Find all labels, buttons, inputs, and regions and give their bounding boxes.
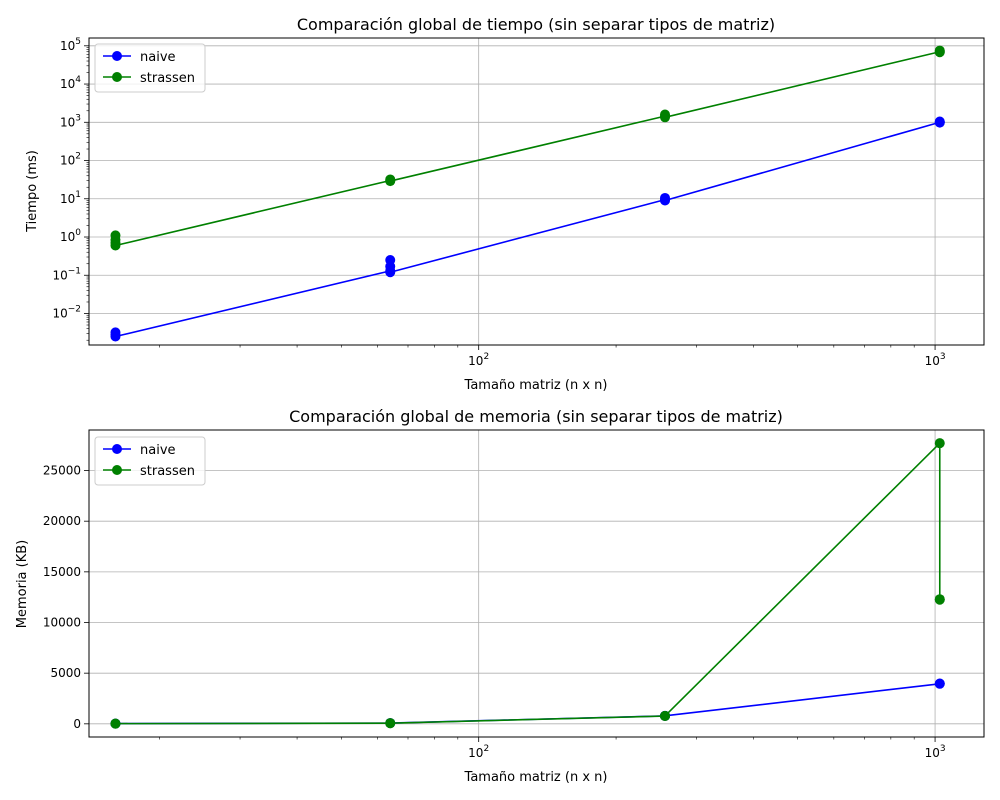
y-tick-label: 100 [60, 228, 81, 244]
data-point-strassen [660, 710, 671, 721]
data-point-strassen [934, 438, 945, 449]
data-point-naive [660, 195, 671, 206]
data-point-strassen [660, 112, 671, 123]
legend-marker-strassen [112, 465, 122, 475]
memory-chart-x-axis-label: Tamaño matriz (n x n) [464, 770, 608, 785]
memory-chart-legend: naive strassen [94, 436, 206, 486]
time-chart-title: Comparación global de tiempo (sin separa… [297, 15, 775, 34]
memory-chart-plot-area [88, 429, 985, 738]
data-point-strassen [110, 230, 121, 241]
y-tick-label: 20000 [43, 514, 81, 528]
data-point-strassen [385, 176, 396, 187]
time-chart-series [110, 45, 945, 342]
y-tick-label: 5000 [50, 666, 81, 680]
y-tick-label: 10−1 [52, 266, 81, 282]
legend-marker-strassen [112, 72, 122, 82]
legend-marker-naive [112, 444, 122, 454]
memory-chart-title: Comparación global de memoria (sin separ… [289, 407, 783, 426]
time-chart-x-axis-label: Tamaño matriz (n x n) [464, 378, 608, 393]
y-tick-label: 101 [60, 190, 81, 206]
time-chart: Comparación global de tiempo (sin separa… [25, 15, 985, 393]
data-point-naive [934, 678, 945, 689]
x-tick-label: 103 [925, 744, 946, 760]
y-tick-label: 10−2 [52, 304, 81, 320]
legend-label-strassen: strassen [140, 71, 195, 86]
memory-chart-ticks: 102 103 0 5000 10000 15000 20000 25000 [43, 464, 946, 760]
time-chart-ticks: 102 103 10−2 10−1 100 101 102 103 104 105 [52, 37, 945, 368]
data-point-naive [110, 331, 121, 342]
y-tick-label: 105 [60, 37, 81, 53]
memory-chart-series [110, 438, 945, 729]
data-point-strassen [934, 594, 945, 605]
memory-chart: Comparación global de memoria (sin separ… [15, 407, 985, 785]
data-point-strassen [110, 718, 121, 729]
y-tick-label: 103 [60, 113, 81, 129]
y-tick-label: 10000 [43, 616, 81, 630]
data-point-naive [385, 267, 396, 278]
legend-label-strassen: strassen [140, 464, 195, 479]
y-tick-label: 0 [73, 717, 81, 731]
legend-label-naive: naive [140, 50, 176, 65]
x-tick-label: 102 [468, 352, 489, 368]
time-chart-plot-area [88, 37, 985, 346]
time-chart-legend: naive strassen [94, 43, 206, 93]
x-tick-label: 102 [468, 744, 489, 760]
data-point-strassen [110, 240, 121, 251]
y-tick-label: 15000 [43, 565, 81, 579]
time-chart-y-axis-label: Tiempo (ms) [25, 150, 40, 233]
x-tick-label: 103 [925, 352, 946, 368]
legend-label-naive: naive [140, 443, 176, 458]
y-tick-label: 25000 [43, 464, 81, 478]
data-point-naive [934, 116, 945, 127]
y-tick-label: 102 [60, 152, 81, 168]
data-point-strassen [934, 47, 945, 58]
legend-marker-naive [112, 51, 122, 61]
memory-chart-y-axis-label: Memoria (KB) [15, 540, 30, 628]
y-tick-label: 104 [60, 75, 81, 91]
data-point-strassen [385, 718, 396, 729]
time-chart-grid [89, 38, 984, 345]
